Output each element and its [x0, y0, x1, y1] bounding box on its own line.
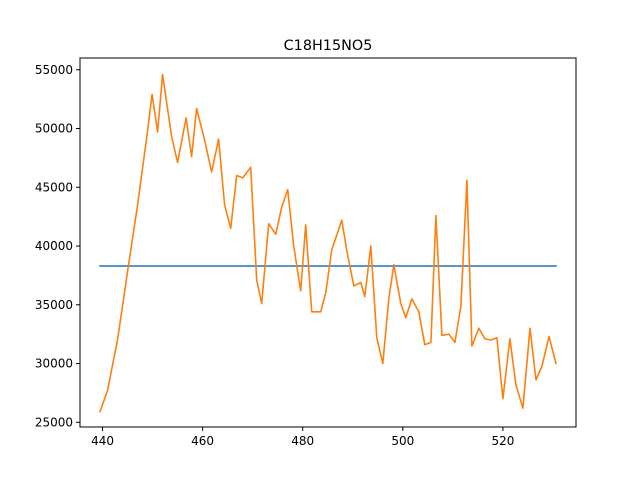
y-tick-label: 40000 [35, 239, 73, 253]
x-axis: 440 460 480 500 520 [91, 427, 514, 448]
y-tick-label: 45000 [35, 180, 73, 194]
chart-title: C18H15NO5 [284, 38, 373, 54]
x-tick-label: 440 [91, 434, 114, 448]
series-layer [98, 73, 557, 413]
x-tick-label: 460 [191, 434, 214, 448]
x-tick-label: 480 [291, 434, 314, 448]
y-tick-label: 35000 [35, 298, 73, 312]
x-tick-label: 520 [491, 434, 514, 448]
series-line-2 [98, 73, 557, 413]
y-tick-label: 30000 [35, 357, 73, 371]
y-axis: 25000 30000 35000 40000 45000 50000 55000 [35, 63, 80, 429]
y-tick-label: 50000 [35, 122, 73, 136]
y-tick-label: 25000 [35, 415, 73, 429]
x-tick-label: 500 [391, 434, 414, 448]
plot-frame [79, 57, 577, 428]
y-tick-label: 55000 [35, 63, 73, 77]
